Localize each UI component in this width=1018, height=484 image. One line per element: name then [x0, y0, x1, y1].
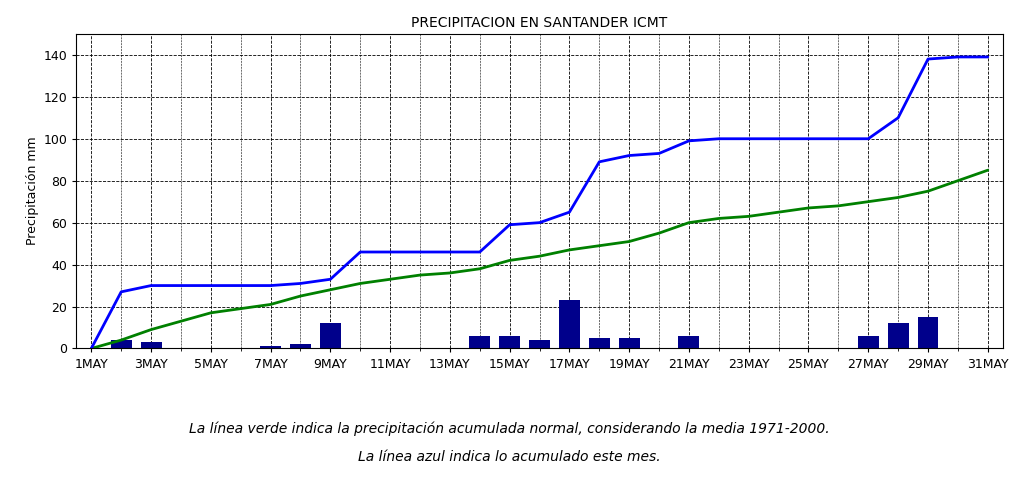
Bar	[469, 336, 491, 348]
Bar	[888, 323, 909, 348]
Bar	[678, 336, 699, 348]
Bar	[559, 300, 580, 348]
Bar	[111, 340, 131, 348]
Text: La línea verde indica la precipitación acumulada normal, considerando la media 1: La línea verde indica la precipitación a…	[188, 421, 830, 436]
Y-axis label: Precipitación mm: Precipitación mm	[26, 137, 40, 245]
Bar	[588, 338, 610, 348]
Bar	[529, 340, 550, 348]
Bar	[290, 344, 310, 348]
Bar	[499, 336, 520, 348]
Bar	[320, 323, 341, 348]
Bar	[917, 317, 939, 348]
Bar	[140, 342, 162, 348]
Bar	[858, 336, 879, 348]
Text: La línea azul indica lo acumulado este mes.: La línea azul indica lo acumulado este m…	[357, 451, 661, 464]
Bar	[261, 347, 281, 348]
Bar	[619, 338, 639, 348]
Title: PRECIPITACION EN SANTANDER ICMT: PRECIPITACION EN SANTANDER ICMT	[411, 16, 668, 30]
